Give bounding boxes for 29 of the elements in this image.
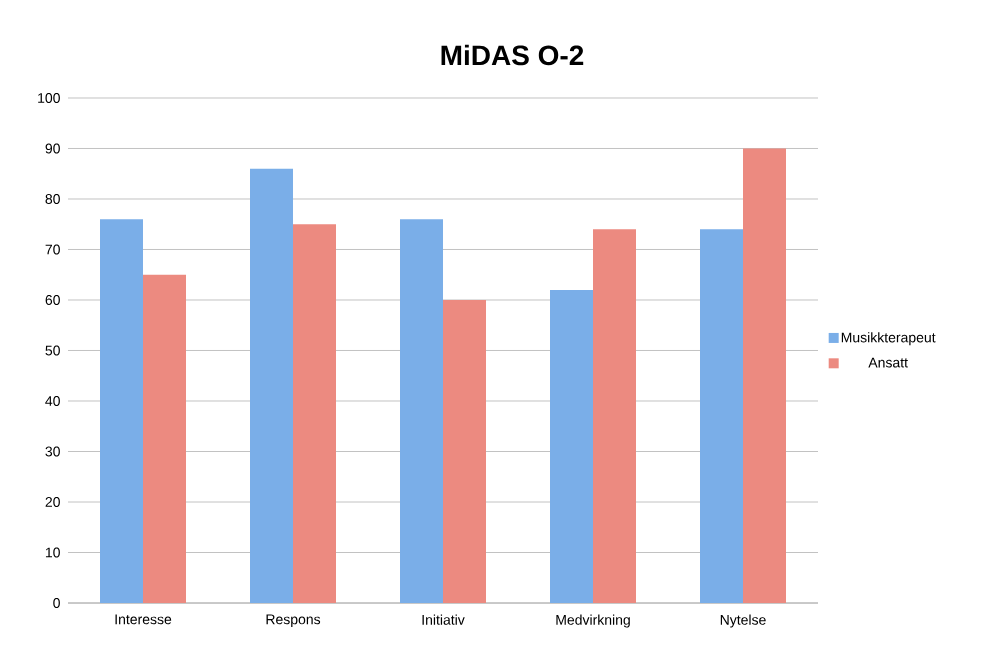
y-tick-label: 70 (45, 244, 60, 255)
y-tick-label: 50 (45, 345, 60, 356)
y-tick-label: 20 (45, 497, 60, 507)
bar (100, 219, 143, 603)
bar (250, 168, 293, 603)
legend-label: Musikkterapeut (841, 332, 936, 346)
y-tick-label: 80 (45, 194, 60, 204)
y-tick-label: 100 (38, 93, 60, 103)
y-tick-label: 60 (45, 295, 60, 305)
bar (293, 224, 336, 603)
y-tick-label: 10 (45, 547, 60, 558)
bar (443, 300, 486, 603)
bar (143, 274, 186, 603)
y-tick-label: 30 (45, 446, 60, 457)
x-tick-label: Respons (266, 614, 321, 628)
y-tick-label: 90 (45, 143, 60, 154)
y-tick-label: 0 (53, 598, 60, 608)
x-tick-label: Interesse (115, 614, 172, 625)
legend-label: Ansatt (868, 357, 908, 368)
bar (700, 229, 743, 603)
bar (400, 219, 443, 603)
chart-title: MiDAS O-2 (441, 44, 584, 66)
x-tick-label: Nytelse (720, 614, 766, 628)
bar (593, 229, 636, 603)
bar (743, 148, 786, 603)
bar (550, 289, 593, 603)
x-tick-label: Initiativ (422, 614, 465, 625)
y-tick-label: 40 (45, 396, 60, 406)
x-tick-label: Medvirkning (556, 614, 630, 628)
